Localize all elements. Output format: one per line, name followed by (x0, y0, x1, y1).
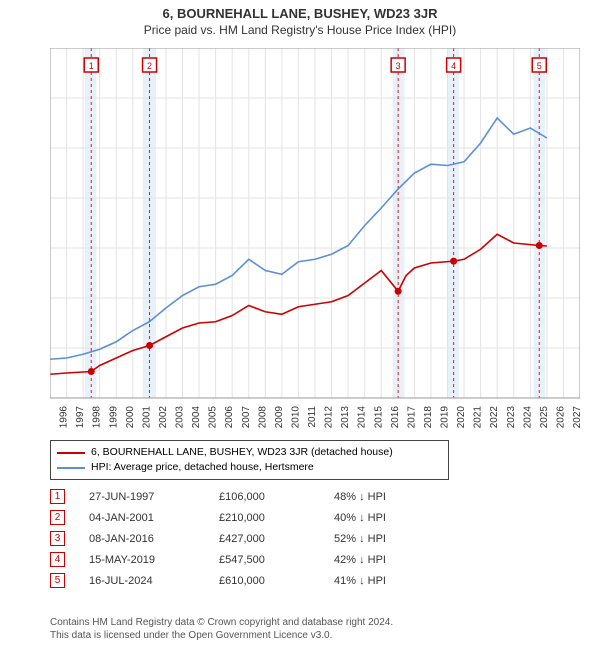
svg-text:2015: 2015 (373, 406, 384, 429)
svg-text:2025: 2025 (539, 406, 550, 429)
svg-text:1: 1 (89, 61, 94, 71)
svg-text:4: 4 (451, 61, 456, 71)
svg-text:5: 5 (537, 61, 542, 71)
svg-text:2002: 2002 (158, 406, 169, 429)
transaction-marker: 1 (50, 489, 65, 504)
legend-item: HPI: Average price, detached house, Hert… (57, 460, 442, 475)
svg-text:2027: 2027 (572, 406, 580, 429)
svg-text:2000: 2000 (125, 406, 136, 429)
svg-text:2013: 2013 (340, 406, 351, 429)
footnote-line-1: Contains HM Land Registry data © Crown c… (50, 616, 393, 629)
transaction-marker: 4 (50, 552, 65, 567)
svg-text:2011: 2011 (307, 406, 318, 428)
svg-text:2018: 2018 (423, 406, 434, 429)
figure: 6, BOURNEHALL LANE, BUSHEY, WD23 3JR Pri… (0, 0, 600, 650)
legend-swatch (57, 467, 85, 469)
chart-svg: £0£200K£400K£600K£800K£1M£1.2M£1.4M19951… (50, 48, 580, 443)
svg-text:2005: 2005 (208, 406, 219, 429)
transaction-date: 16-JUL-2024 (89, 575, 219, 587)
transaction-marker: 5 (50, 573, 65, 588)
transaction-pct: 41% ↓ HPI (334, 575, 386, 587)
footnote: Contains HM Land Registry data © Crown c… (50, 616, 393, 642)
transaction-price: £210,000 (219, 512, 334, 524)
transaction-marker: 3 (50, 531, 65, 546)
svg-text:1997: 1997 (75, 406, 86, 429)
legend-swatch (57, 452, 85, 454)
svg-text:2024: 2024 (522, 406, 533, 429)
transaction-pct: 40% ↓ HPI (334, 512, 386, 524)
svg-text:2019: 2019 (440, 406, 451, 429)
svg-text:2014: 2014 (357, 406, 368, 429)
svg-text:2016: 2016 (390, 406, 401, 429)
transaction-price: £106,000 (219, 491, 334, 503)
svg-text:3: 3 (396, 61, 401, 71)
transaction-price: £427,000 (219, 533, 334, 545)
legend-label: HPI: Average price, detached house, Hert… (91, 460, 314, 475)
svg-text:1996: 1996 (59, 406, 70, 429)
transaction-row: 2 04-JAN-2001£210,00040% ↓ HPI (50, 507, 386, 528)
transaction-pct: 52% ↓ HPI (334, 533, 386, 545)
svg-text:2020: 2020 (456, 406, 467, 429)
svg-text:2007: 2007 (241, 406, 252, 429)
svg-text:1995: 1995 (50, 406, 53, 429)
svg-text:2021: 2021 (473, 406, 484, 429)
svg-text:1999: 1999 (108, 406, 119, 429)
svg-text:2009: 2009 (274, 406, 285, 429)
svg-text:2: 2 (147, 61, 152, 71)
legend: 6, BOURNEHALL LANE, BUSHEY, WD23 3JR (de… (50, 440, 449, 480)
transaction-date: 08-JAN-2016 (89, 533, 219, 545)
transaction-row: 4 15-MAY-2019£547,50042% ↓ HPI (50, 549, 386, 570)
chart-area: £0£200K£400K£600K£800K£1M£1.2M£1.4M19951… (50, 48, 580, 398)
svg-text:1998: 1998 (92, 406, 103, 429)
chart-title-1: 6, BOURNEHALL LANE, BUSHEY, WD23 3JR (0, 0, 600, 21)
transaction-price: £547,500 (219, 554, 334, 566)
transaction-date: 27-JUN-1997 (89, 491, 219, 503)
transaction-row: 3 08-JAN-2016£427,00052% ↓ HPI (50, 528, 386, 549)
transaction-row: 5 16-JUL-2024£610,00041% ↓ HPI (50, 570, 386, 591)
transaction-date: 04-JAN-2001 (89, 512, 219, 524)
transactions-table: 1 27-JUN-1997£106,00048% ↓ HPI 2 04-JAN-200… (50, 486, 386, 591)
transaction-date: 15-MAY-2019 (89, 554, 219, 566)
legend-item: 6, BOURNEHALL LANE, BUSHEY, WD23 3JR (de… (57, 445, 442, 460)
transaction-marker: 2 (50, 510, 65, 525)
transaction-row: 1 27-JUN-1997£106,00048% ↓ HPI (50, 486, 386, 507)
svg-text:2010: 2010 (290, 406, 301, 429)
svg-text:2006: 2006 (224, 406, 235, 429)
svg-text:2017: 2017 (406, 406, 417, 429)
svg-text:2026: 2026 (555, 406, 566, 429)
chart-title-2: Price paid vs. HM Land Registry's House … (0, 21, 600, 37)
footnote-line-2: This data is licensed under the Open Gov… (50, 629, 393, 642)
svg-text:2012: 2012 (324, 406, 335, 429)
transaction-price: £610,000 (219, 575, 334, 587)
svg-text:2022: 2022 (489, 406, 500, 429)
transaction-pct: 48% ↓ HPI (334, 491, 386, 503)
svg-text:2003: 2003 (175, 406, 186, 429)
svg-text:2004: 2004 (191, 406, 202, 429)
svg-text:2008: 2008 (257, 406, 268, 429)
transaction-pct: 42% ↓ HPI (334, 554, 386, 566)
legend-label: 6, BOURNEHALL LANE, BUSHEY, WD23 3JR (de… (91, 445, 393, 460)
svg-text:2023: 2023 (506, 406, 517, 429)
svg-text:2001: 2001 (141, 406, 152, 429)
